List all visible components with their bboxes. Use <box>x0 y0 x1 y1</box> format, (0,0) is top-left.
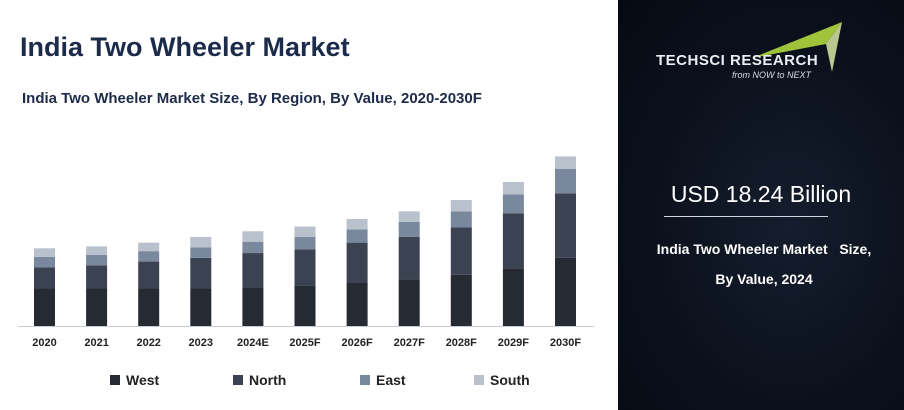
legend-label-west: West <box>126 372 160 388</box>
legend-label-east: East <box>376 372 406 388</box>
x-tick-label: 2022 <box>136 337 160 349</box>
bar-south-2020 <box>34 248 55 257</box>
page-title: India Two Wheeler Market <box>20 32 350 62</box>
bar-west-2023 <box>190 288 212 326</box>
x-tick-label: 2026F <box>341 337 372 349</box>
x-tick-label: 2027F <box>394 337 425 349</box>
logo-tagline: from NOW to NEXT <box>732 70 812 80</box>
bar-east-2021 <box>86 254 108 266</box>
bar-north-2027F <box>398 236 420 280</box>
bar-east-2026F <box>346 229 368 243</box>
bar-north-2028F <box>450 227 472 275</box>
techsci-logo: TECHSCI RESEARCH from NOW to NEXT <box>656 18 896 88</box>
bar-north-2022 <box>138 261 160 289</box>
bar-south-2026F <box>346 218 368 230</box>
bar-north-2025F <box>294 249 316 286</box>
bar-west-2021 <box>86 288 108 326</box>
x-tick-label: 2030F <box>550 337 581 349</box>
market-size-label: India Two Wheeler Market Size, By Value,… <box>624 234 904 294</box>
bar-south-2025F <box>294 226 316 237</box>
bar-east-2022 <box>138 251 160 262</box>
x-tick-label: 2028F <box>446 337 477 349</box>
bar-north-2021 <box>86 265 108 289</box>
bar-west-2030F <box>555 257 576 326</box>
bar-north-2030F <box>555 193 576 258</box>
bar-south-2027F <box>398 211 420 222</box>
bar-south-2024E <box>242 231 264 242</box>
legend-swatch-west <box>110 375 120 385</box>
bar-east-2030F <box>555 168 576 194</box>
x-tick-label: 2029F <box>498 337 529 349</box>
legend-item-north: North <box>233 372 286 388</box>
legend-label-north: North <box>249 372 287 388</box>
kpi-divider <box>664 216 828 217</box>
legend-swatch-east <box>360 375 370 385</box>
bar-east-2020 <box>34 256 55 268</box>
x-tick-label: 2023 <box>189 337 213 349</box>
bar-west-2024E <box>242 287 264 326</box>
legend-swatch-north <box>233 375 243 385</box>
bar-east-2029F <box>502 194 524 214</box>
bar-west-2027F <box>398 279 420 326</box>
bar-south-2023 <box>190 236 212 248</box>
bar-south-2030F <box>555 156 576 169</box>
x-tick-label: 2024E <box>237 337 269 349</box>
bar-north-2023 <box>190 257 212 289</box>
bar-north-2029F <box>502 213 524 269</box>
bar-east-2025F <box>294 236 316 250</box>
bar-north-2024E <box>242 253 264 288</box>
bar-east-2024E <box>242 241 264 254</box>
bar-west-2026F <box>346 282 368 326</box>
logo-swoosh-icon <box>752 22 842 72</box>
legend-item-east: East <box>360 372 406 388</box>
x-tick-label: 2020 <box>32 337 56 349</box>
bar-south-2029F <box>502 182 524 195</box>
logo-wordmark: TECHSCI RESEARCH <box>656 52 819 69</box>
market-size-label-line2: By Value, 2024 <box>715 271 813 287</box>
bar-north-2026F <box>346 242 368 283</box>
bar-south-2022 <box>138 242 160 252</box>
bar-west-2025F <box>294 285 316 326</box>
legend-item-south: South <box>474 372 530 388</box>
bar-north-2020 <box>34 267 55 289</box>
legend-label-south: South <box>490 372 530 388</box>
bar-east-2028F <box>450 211 472 228</box>
market-size-label-line1: India Two Wheeler Market Size, <box>656 241 872 257</box>
market-size-value: USD 18.24 Billion <box>670 181 852 207</box>
x-tick-label: 2021 <box>84 337 108 349</box>
chart-panel: India Two Wheeler Market India Two Wheel… <box>0 32 618 392</box>
legend-item-west: West <box>110 372 159 388</box>
bar-east-2023 <box>190 247 212 258</box>
stacked-bar-chart: 2020 2021 2022 2023 2024E 2025F 2026F 2027F 2028… <box>18 156 594 349</box>
bar-south-2028F <box>450 200 472 212</box>
bar-west-2022 <box>138 288 160 326</box>
bar-west-2028F <box>450 274 472 326</box>
chart-legend: West North East South <box>0 372 618 392</box>
summary-panel: TECHSCI RESEARCH from NOW to NEXT USD 18… <box>618 0 904 410</box>
bar-west-2029F <box>502 268 524 326</box>
legend-swatch-south <box>474 375 484 385</box>
bar-east-2027F <box>398 221 420 237</box>
bar-south-2021 <box>86 246 108 255</box>
x-tick-label: 2025F <box>289 337 320 349</box>
chart-subtitle: India Two Wheeler Market Size, By Region… <box>22 90 482 107</box>
bar-west-2020 <box>34 288 55 326</box>
